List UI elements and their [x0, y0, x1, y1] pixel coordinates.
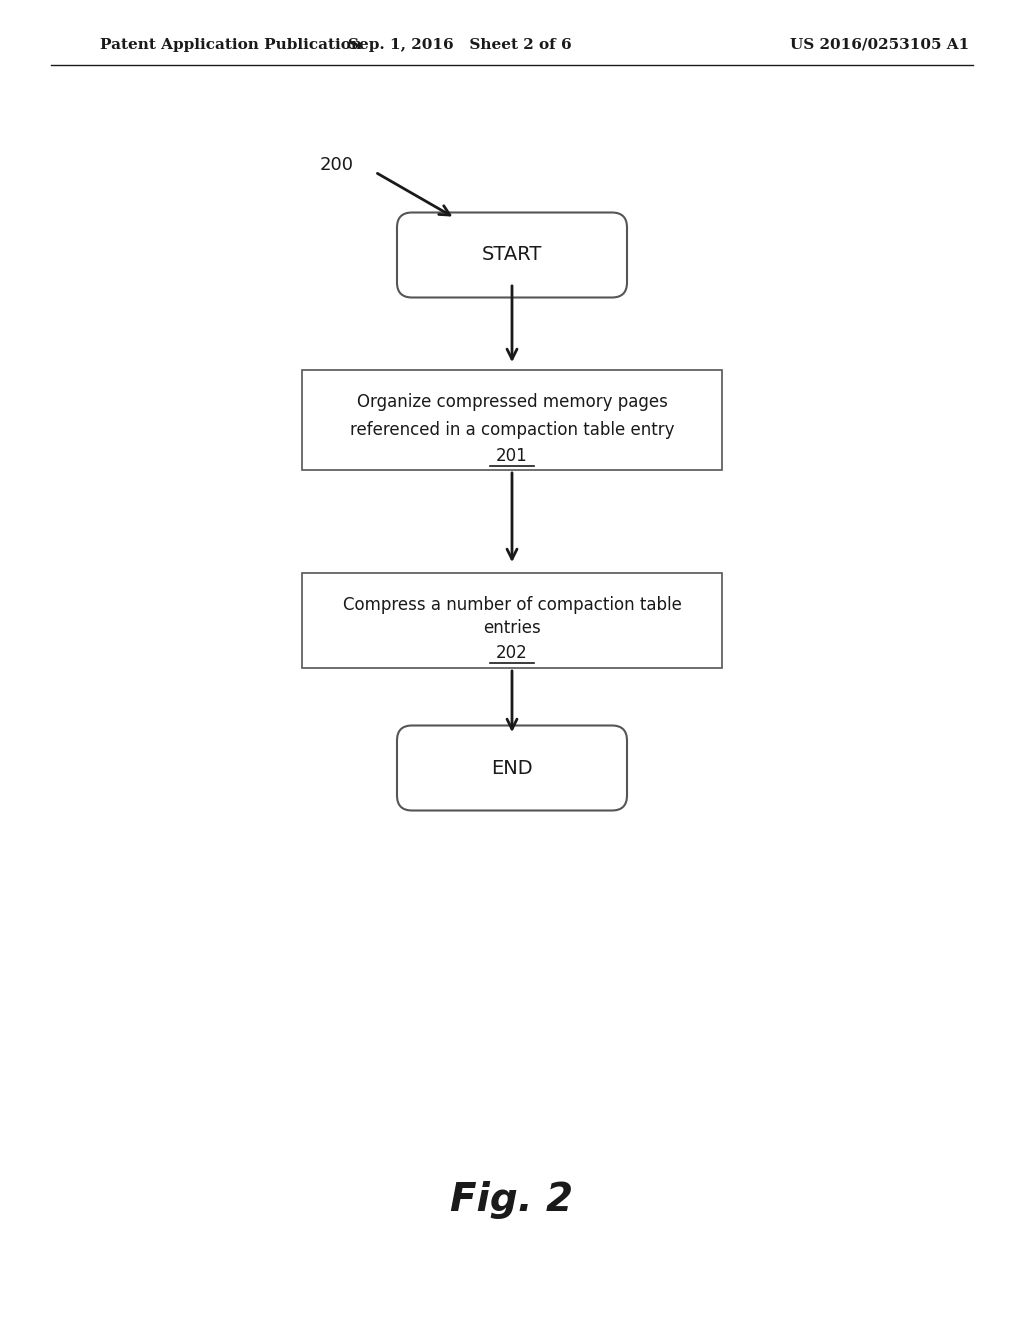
Text: referenced in a compaction table entry: referenced in a compaction table entry	[350, 421, 674, 440]
Text: 202: 202	[496, 644, 528, 663]
Text: 200: 200	[319, 156, 354, 174]
Text: entries: entries	[483, 619, 541, 638]
FancyBboxPatch shape	[397, 726, 627, 810]
FancyBboxPatch shape	[397, 213, 627, 297]
Text: Compress a number of compaction table: Compress a number of compaction table	[343, 597, 681, 614]
Text: END: END	[492, 759, 532, 777]
FancyBboxPatch shape	[302, 573, 722, 668]
Text: Sep. 1, 2016   Sheet 2 of 6: Sep. 1, 2016 Sheet 2 of 6	[348, 38, 571, 51]
Text: START: START	[482, 246, 542, 264]
Text: 201: 201	[496, 447, 528, 465]
Text: Fig. 2: Fig. 2	[451, 1181, 573, 1218]
Text: US 2016/0253105 A1: US 2016/0253105 A1	[791, 38, 970, 51]
Text: Organize compressed memory pages: Organize compressed memory pages	[356, 393, 668, 411]
FancyBboxPatch shape	[302, 370, 722, 470]
Text: Patent Application Publication: Patent Application Publication	[100, 38, 362, 51]
